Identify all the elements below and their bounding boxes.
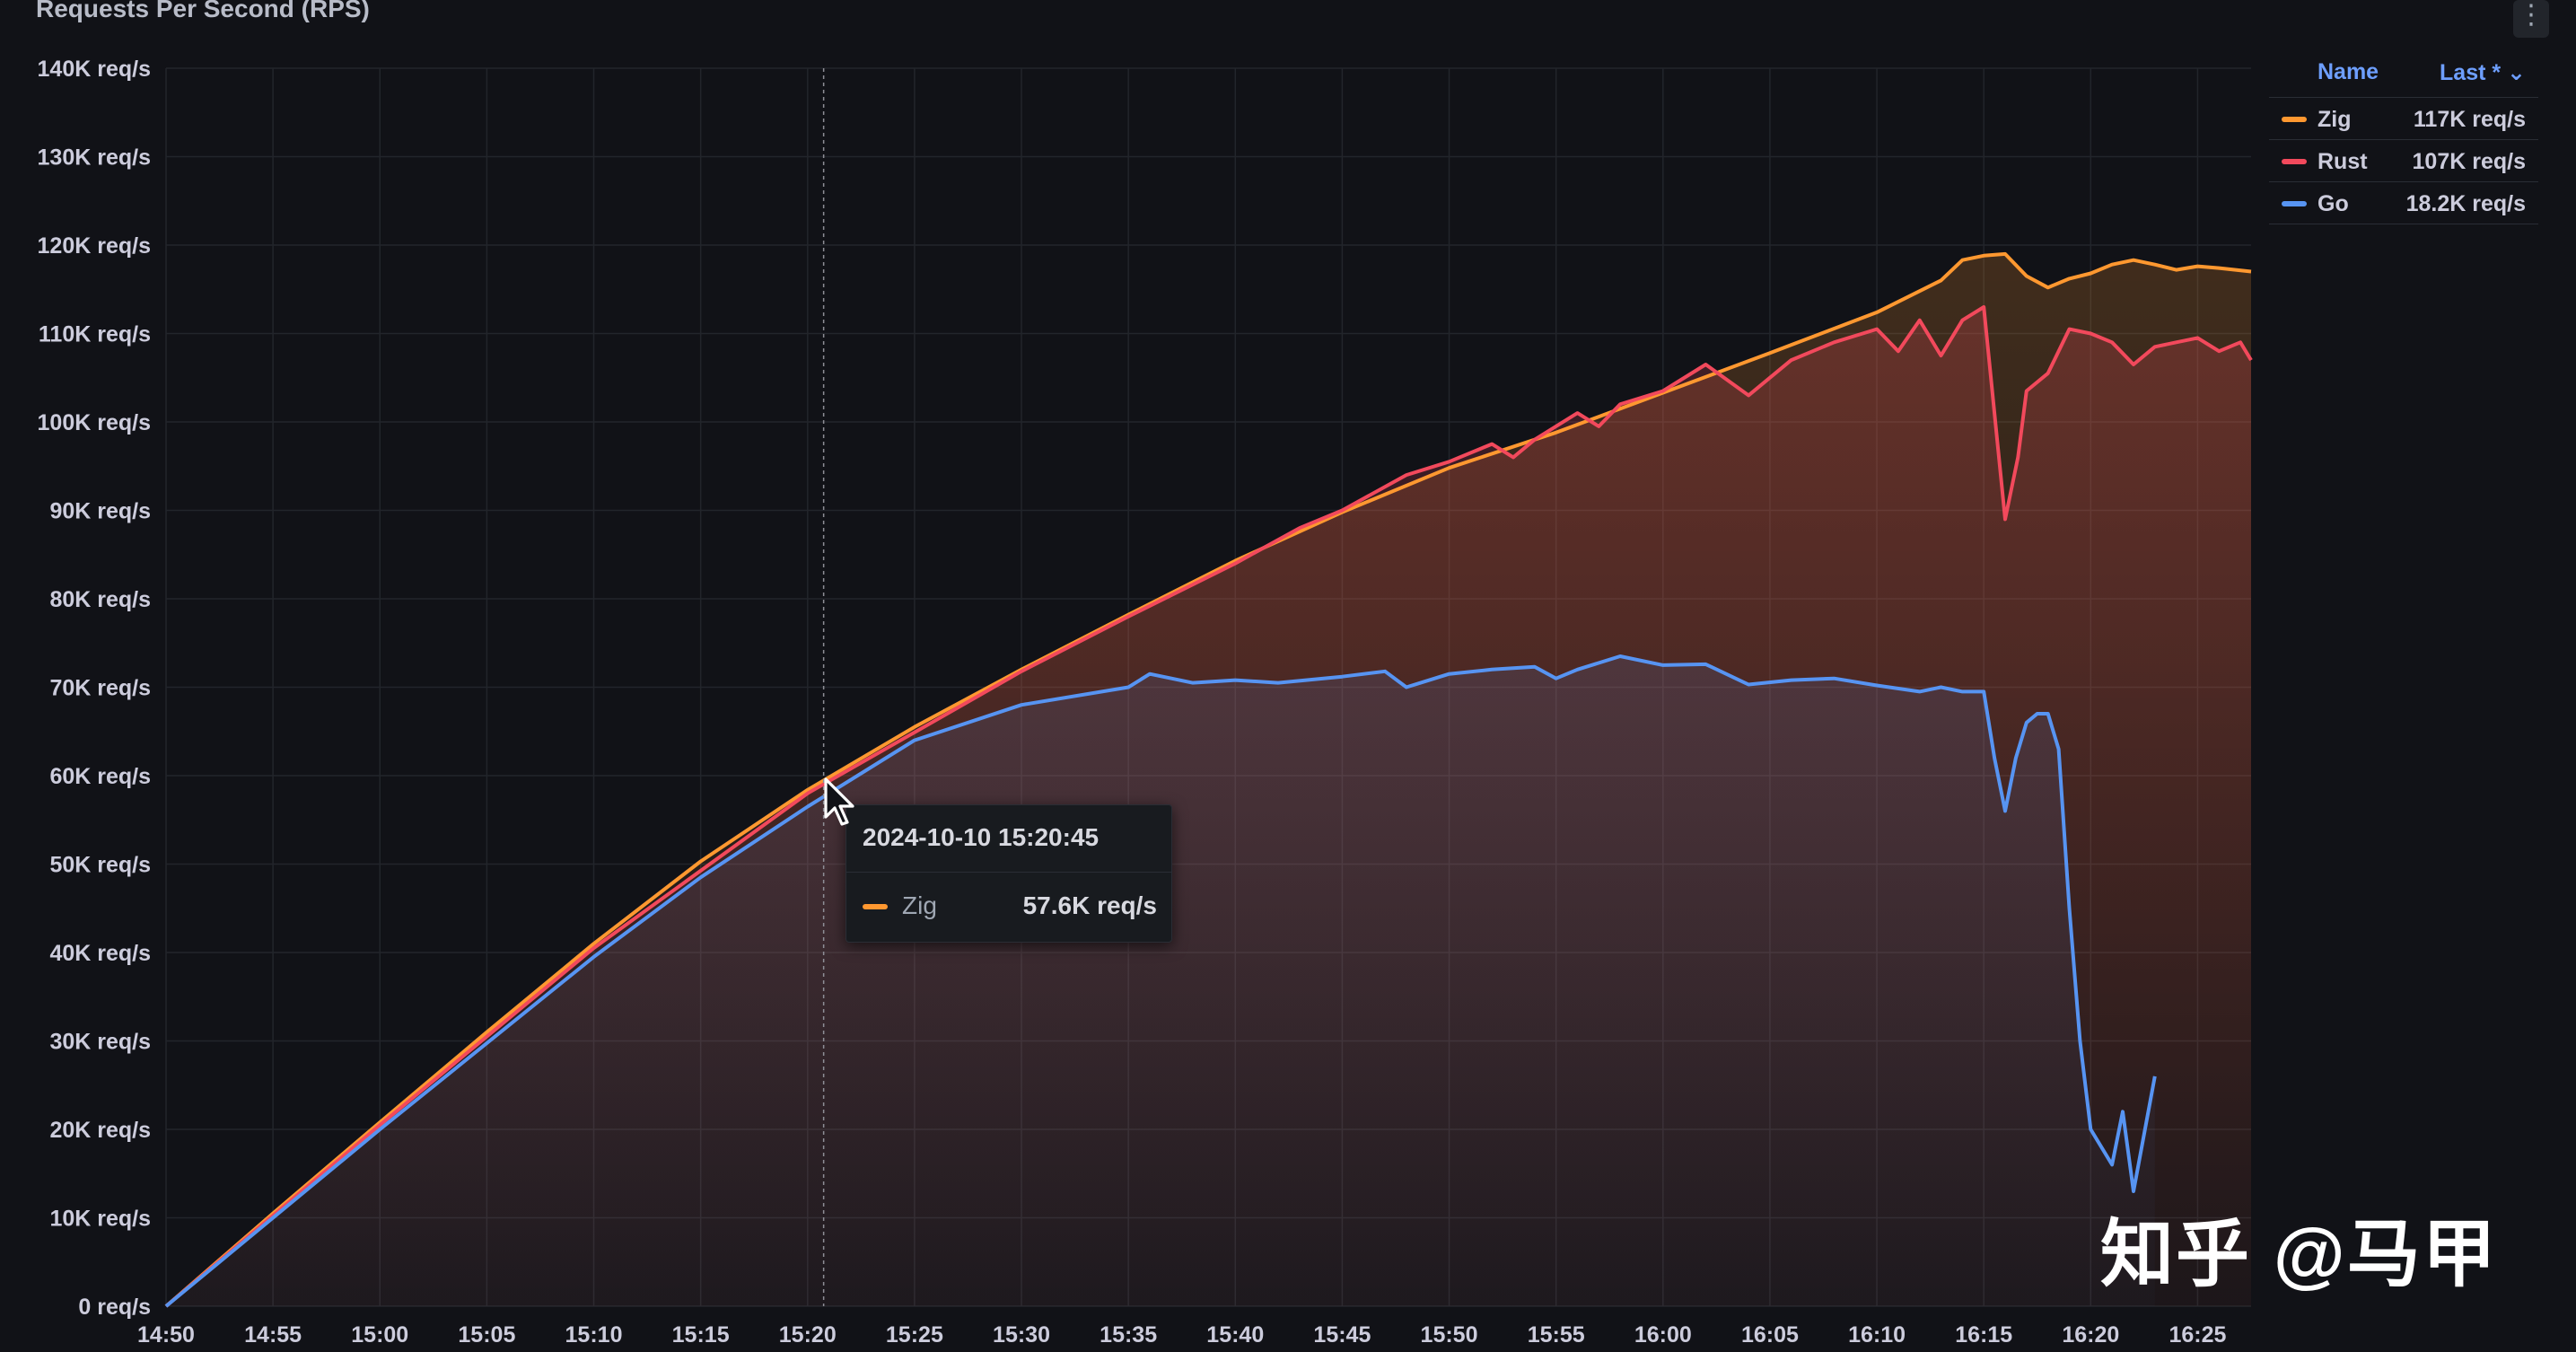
tooltip-series-value: 57.6K req/s: [1022, 891, 1157, 919]
x-tick-label: 16:05: [1741, 1322, 1799, 1348]
x-tick-label: 16:25: [2169, 1322, 2226, 1348]
legend-swatch: [2282, 117, 2307, 122]
tooltip-series-name: Zig: [902, 891, 937, 919]
y-tick-label: 10K req/s: [49, 1207, 151, 1232]
x-tick-label: 15:25: [886, 1322, 943, 1348]
x-tick-label: 15:10: [565, 1322, 623, 1348]
x-tick-label: 15:15: [672, 1322, 730, 1348]
tooltip-swatch: [863, 904, 888, 909]
x-tick-label: 14:55: [244, 1322, 302, 1348]
x-tick-label: 16:10: [1848, 1322, 1906, 1348]
legend-swatch: [2282, 201, 2307, 206]
series-area-go: [166, 656, 2155, 1306]
tooltip-time: 2024-10-10 15:20:45: [863, 823, 1100, 851]
x-tick-label: 15:50: [1421, 1322, 1478, 1348]
series-areas: [166, 253, 2251, 1306]
legend-item-zig[interactable]: Zig 117K req/s: [2269, 98, 2538, 140]
y-tick-label: 140K req/s: [38, 57, 151, 82]
legend-item-go[interactable]: Go 18.2K req/s: [2269, 182, 2538, 224]
legend-item-name: Rust: [2318, 149, 2368, 174]
x-tick-label: 16:20: [2062, 1322, 2119, 1348]
y-tick-label: 20K req/s: [49, 1118, 151, 1143]
series-lines: [164, 251, 2253, 1308]
legend-sort-last[interactable]: Last * ⌄: [2440, 60, 2526, 85]
legend-header: Name Last * ⌄: [2269, 52, 2538, 98]
legend-item-value: 117K req/s: [2413, 107, 2526, 132]
y-tick-label: 0 req/s: [78, 1295, 151, 1320]
series-line-zig[interactable]: [164, 251, 2252, 1308]
x-tick-label: 15:20: [779, 1322, 837, 1348]
x-tick-label: 15:40: [1206, 1322, 1264, 1348]
x-tick-label: 15:35: [1100, 1322, 1157, 1348]
legend-table: Name Last * ⌄ Zig 117K req/s Rust 107K r…: [2269, 52, 2538, 224]
panel-title: Requests Per Second (RPS): [36, 0, 370, 22]
x-tick-label: 16:00: [1634, 1322, 1692, 1348]
panel-menu-icon[interactable]: ⋮: [2513, 0, 2549, 38]
legend-swatch: [2282, 159, 2307, 164]
x-axis: 14:50 14:55 15:00 15:05 15:10 15:15 15:20 15:25…: [137, 1322, 2226, 1348]
legend-item-rust[interactable]: Rust 107K req/s: [2269, 140, 2538, 182]
x-tick-label: 15:55: [1528, 1322, 1585, 1348]
y-tick-label: 30K req/s: [49, 1030, 151, 1055]
zhihu-watermark: 知乎 @马甲: [2100, 1214, 2498, 1295]
hover-tooltip: 2024-10-10 15:20:45 Zig 57.6K req/s: [846, 804, 1172, 943]
x-tick-label: 15:30: [993, 1322, 1050, 1348]
x-tick-label: 15:45: [1313, 1322, 1371, 1348]
y-tick-label: 90K req/s: [49, 499, 151, 524]
legend-sort-name[interactable]: Name: [2318, 59, 2379, 84]
x-tick-label: 16:15: [1955, 1322, 2012, 1348]
legend-item-value: 107K req/s: [2412, 149, 2526, 174]
y-tick-label: 110K req/s: [39, 322, 151, 347]
y-tick-label: 70K req/s: [49, 676, 151, 701]
y-tick-label: 80K req/s: [49, 587, 151, 612]
series-line-rust[interactable]: [164, 305, 2253, 1308]
y-tick-label: 50K req/s: [49, 853, 151, 878]
y-tick-label: 40K req/s: [49, 941, 151, 966]
series-line-go[interactable]: [164, 654, 2157, 1308]
x-tick-label: 15:05: [458, 1322, 515, 1348]
legend-item-name: Go: [2318, 191, 2349, 216]
x-tick-label: 15:00: [351, 1322, 408, 1348]
y-tick-label: 100K req/s: [38, 410, 151, 435]
x-tick-label: 14:50: [137, 1322, 195, 1348]
mouse-pointer-icon: [824, 777, 854, 826]
y-tick-label: 120K req/s: [38, 233, 151, 259]
y-tick-label: 60K req/s: [49, 764, 151, 789]
y-axis: 0 req/s 10K req/s 20K req/s 30K req/s 40K re…: [38, 57, 151, 1320]
y-tick-label: 130K req/s: [38, 145, 151, 171]
legend-item-value: 18.2K req/s: [2405, 191, 2526, 216]
legend-item-name: Zig: [2318, 107, 2352, 132]
tooltip-divider: [846, 872, 1171, 873]
